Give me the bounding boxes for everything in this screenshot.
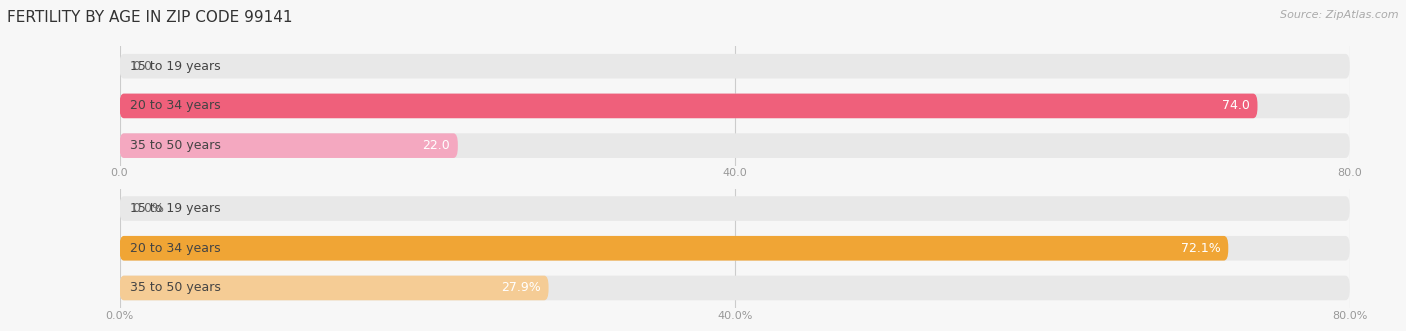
Text: 15 to 19 years: 15 to 19 years xyxy=(131,60,221,73)
Text: 27.9%: 27.9% xyxy=(501,281,541,295)
Text: 0.0: 0.0 xyxy=(132,60,152,73)
FancyBboxPatch shape xyxy=(120,236,1350,260)
FancyBboxPatch shape xyxy=(120,276,1350,300)
Text: 35 to 50 years: 35 to 50 years xyxy=(131,139,221,152)
FancyBboxPatch shape xyxy=(120,133,458,158)
Text: 15 to 19 years: 15 to 19 years xyxy=(131,202,221,215)
Text: 20 to 34 years: 20 to 34 years xyxy=(131,99,221,113)
Text: FERTILITY BY AGE IN ZIP CODE 99141: FERTILITY BY AGE IN ZIP CODE 99141 xyxy=(7,10,292,25)
FancyBboxPatch shape xyxy=(120,94,1257,118)
Text: 74.0: 74.0 xyxy=(1222,99,1250,113)
FancyBboxPatch shape xyxy=(120,54,1350,78)
Text: Source: ZipAtlas.com: Source: ZipAtlas.com xyxy=(1281,10,1399,20)
Text: 0.0%: 0.0% xyxy=(132,202,165,215)
Text: 22.0: 22.0 xyxy=(422,139,450,152)
FancyBboxPatch shape xyxy=(120,196,1350,221)
FancyBboxPatch shape xyxy=(120,94,1350,118)
Text: 20 to 34 years: 20 to 34 years xyxy=(131,242,221,255)
Text: 35 to 50 years: 35 to 50 years xyxy=(131,281,221,295)
FancyBboxPatch shape xyxy=(120,133,1350,158)
FancyBboxPatch shape xyxy=(120,276,548,300)
Text: 72.1%: 72.1% xyxy=(1181,242,1220,255)
FancyBboxPatch shape xyxy=(120,236,1229,260)
